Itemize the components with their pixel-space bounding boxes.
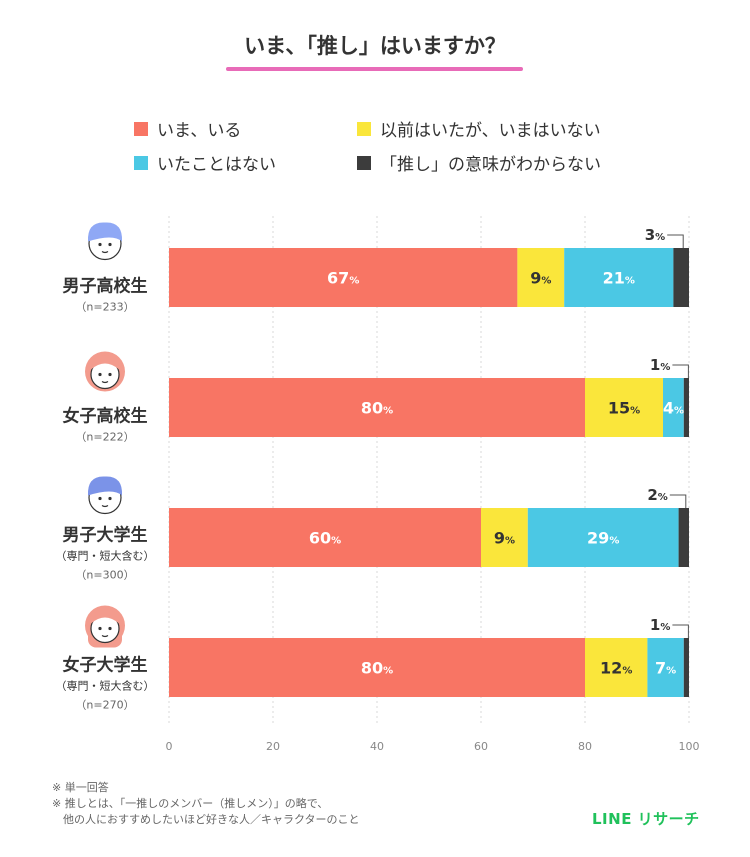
legend-swatch: [357, 155, 371, 170]
legend-label: いたことはない: [157, 155, 276, 175]
footnote-3: 他の人におすすめしたいほど好きな人／キャラクターのこと: [52, 813, 360, 826]
legend-item: いま、いる: [134, 116, 241, 141]
category-sublabel: （専門・短大含む）: [56, 679, 155, 693]
bar-segment: [564, 248, 674, 307]
x-tick-label: 80: [578, 740, 592, 753]
data-label: 67%: [327, 269, 359, 288]
data-label: 1%: [650, 616, 670, 634]
data-label: 9%: [494, 529, 515, 548]
legend-item: いたことはない: [134, 150, 276, 175]
data-label: 12%: [600, 659, 632, 678]
legend-swatch: [357, 121, 371, 136]
bar-segment: [481, 508, 528, 567]
bar-segment: [169, 508, 481, 567]
data-label: 60%: [309, 529, 341, 548]
bar-segment: [169, 248, 518, 307]
data-label: 2%: [647, 486, 667, 504]
legend-item: 以前はいたが、いまはいない: [357, 116, 601, 141]
category-label: 女子高校生: [63, 406, 148, 427]
category-label: 女子大学生: [63, 655, 148, 676]
x-tick-label: 20: [266, 740, 280, 753]
legend-item: 「推し」の意味がわからない: [357, 150, 601, 175]
bar-segment: [663, 378, 684, 437]
category-n: （n=270）: [75, 699, 134, 712]
bar-segment: [647, 638, 684, 697]
x-tick-label: 100: [679, 740, 700, 753]
bar-segment: [517, 248, 565, 307]
legend-swatch: [134, 121, 148, 136]
legend-label: いま、いる: [157, 121, 242, 141]
callout-line: [672, 364, 689, 378]
bar-segment: [683, 638, 689, 697]
legend-label: 以前はいたが、いまはいない: [380, 121, 601, 141]
data-label: 4%: [663, 399, 684, 418]
bar-segment: [527, 508, 679, 567]
callout-line: [667, 234, 684, 248]
callout-line: [669, 494, 687, 508]
category-n: （n=300）: [75, 569, 134, 582]
footnote-1: ※ 単一回答: [52, 781, 109, 794]
bar-segment: [673, 248, 689, 307]
boy-student-icon: [87, 222, 123, 261]
chart-title: いま、「推し」はいますか？: [244, 34, 506, 58]
data-label: 3%: [645, 226, 665, 244]
bar-segment: [585, 378, 663, 437]
data-label: 15%: [608, 399, 640, 418]
bar-segment: [169, 378, 585, 437]
category-n: （n=222）: [75, 431, 134, 444]
girl-student-icon: [85, 351, 125, 392]
line-research-logo: LINE リサーチ: [592, 810, 700, 828]
data-label: 80%: [361, 399, 393, 418]
legend-label: 「推し」の意味がわからない: [380, 155, 601, 175]
category-n: （n=233）: [75, 301, 134, 314]
x-tick-label: 0: [166, 740, 173, 753]
legend-swatch: [134, 155, 148, 170]
x-tick-label: 60: [474, 740, 488, 753]
data-label: 21%: [603, 269, 635, 288]
data-label: 1%: [650, 356, 670, 374]
bar-segment: [683, 378, 689, 437]
stacked-bar-chart: 0 20 40 60 80 100 男子高校生 （n=233） 67% 9% 21% 3% 女子高校生 （…: [56, 216, 700, 753]
bar-segment: [585, 638, 648, 697]
title-underline: [226, 67, 523, 71]
data-label: 9%: [530, 269, 551, 288]
girl-university-icon: [85, 605, 125, 648]
bar-segment: [169, 638, 585, 697]
x-tick-label: 40: [370, 740, 384, 753]
category-sublabel: （専門・短大含む）: [56, 549, 155, 563]
footnote-2: ※ 推しとは、「一推しのメンバー（推しメン）」の略で、: [52, 797, 329, 810]
category-label: 男子大学生: [63, 525, 148, 546]
bar-segment: [678, 508, 689, 567]
data-label: 80%: [361, 659, 393, 678]
data-label: 7%: [655, 659, 676, 678]
boy-university-icon: [87, 476, 123, 515]
data-label: 29%: [587, 529, 619, 548]
category-label: 男子高校生: [63, 276, 148, 297]
callout-line: [672, 624, 689, 638]
